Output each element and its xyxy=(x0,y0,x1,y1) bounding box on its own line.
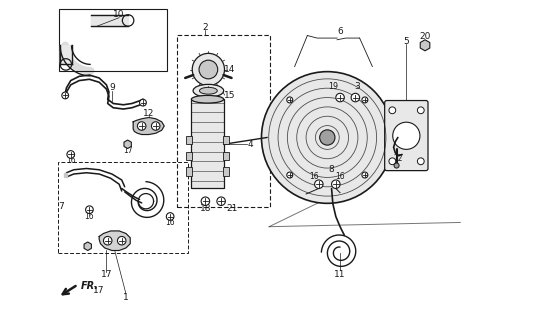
Text: 21: 21 xyxy=(226,204,238,212)
Text: 18: 18 xyxy=(200,204,211,212)
Circle shape xyxy=(152,122,160,130)
Circle shape xyxy=(332,180,340,188)
Bar xyxy=(191,99,224,188)
Bar xyxy=(186,136,192,144)
Ellipse shape xyxy=(200,87,217,94)
Circle shape xyxy=(394,163,399,168)
Text: 19: 19 xyxy=(328,82,338,91)
Text: 6: 6 xyxy=(337,27,343,36)
Bar xyxy=(223,136,229,144)
Circle shape xyxy=(418,158,424,165)
Ellipse shape xyxy=(193,84,224,97)
Text: 2: 2 xyxy=(202,22,208,32)
Circle shape xyxy=(336,93,344,102)
Circle shape xyxy=(67,151,75,158)
Text: 4: 4 xyxy=(248,140,254,149)
Text: 1: 1 xyxy=(123,293,129,302)
Circle shape xyxy=(166,213,174,220)
Polygon shape xyxy=(84,242,91,251)
Text: FR.: FR. xyxy=(81,281,99,291)
Circle shape xyxy=(389,158,396,165)
Text: 3: 3 xyxy=(354,82,360,91)
Text: 15: 15 xyxy=(224,91,235,100)
Circle shape xyxy=(139,99,146,106)
Bar xyxy=(177,35,270,207)
Circle shape xyxy=(104,236,112,245)
Text: 10: 10 xyxy=(113,10,125,19)
Text: 5: 5 xyxy=(404,36,409,45)
Circle shape xyxy=(389,107,396,114)
Polygon shape xyxy=(99,231,130,251)
Circle shape xyxy=(362,97,368,103)
Text: 17: 17 xyxy=(123,146,132,155)
Polygon shape xyxy=(420,40,430,51)
Bar xyxy=(223,151,229,160)
Bar xyxy=(58,162,187,253)
Text: 17: 17 xyxy=(93,286,105,295)
Text: 20: 20 xyxy=(419,32,431,41)
Circle shape xyxy=(199,60,218,79)
Text: 7: 7 xyxy=(58,202,64,211)
Polygon shape xyxy=(133,117,164,134)
Circle shape xyxy=(217,197,225,205)
Text: 14: 14 xyxy=(224,65,235,74)
Text: 17: 17 xyxy=(101,270,112,279)
Circle shape xyxy=(85,206,93,213)
Text: 16: 16 xyxy=(166,218,175,227)
Text: 12: 12 xyxy=(143,109,154,118)
Bar xyxy=(59,9,167,71)
Circle shape xyxy=(351,93,359,102)
Text: 16: 16 xyxy=(335,172,345,181)
Bar xyxy=(186,151,192,160)
Circle shape xyxy=(320,130,335,145)
Circle shape xyxy=(201,197,210,205)
Bar xyxy=(223,167,229,176)
Circle shape xyxy=(117,236,126,245)
Text: 11: 11 xyxy=(334,270,346,279)
Circle shape xyxy=(192,53,224,86)
Text: 16: 16 xyxy=(309,172,319,181)
Circle shape xyxy=(418,107,424,114)
Text: 9: 9 xyxy=(109,83,115,92)
Circle shape xyxy=(137,122,146,130)
Text: 13: 13 xyxy=(405,134,417,143)
Text: 16: 16 xyxy=(66,156,75,164)
FancyBboxPatch shape xyxy=(384,100,428,171)
Text: 22: 22 xyxy=(393,154,403,163)
Text: 8: 8 xyxy=(329,165,334,174)
Circle shape xyxy=(287,172,293,178)
Circle shape xyxy=(315,180,323,188)
Polygon shape xyxy=(124,140,131,148)
Circle shape xyxy=(287,97,293,103)
Circle shape xyxy=(262,72,393,203)
Circle shape xyxy=(392,122,420,149)
Circle shape xyxy=(62,92,68,99)
Bar xyxy=(186,167,192,176)
Circle shape xyxy=(362,172,368,178)
Text: 16: 16 xyxy=(84,212,94,221)
Ellipse shape xyxy=(191,95,224,103)
